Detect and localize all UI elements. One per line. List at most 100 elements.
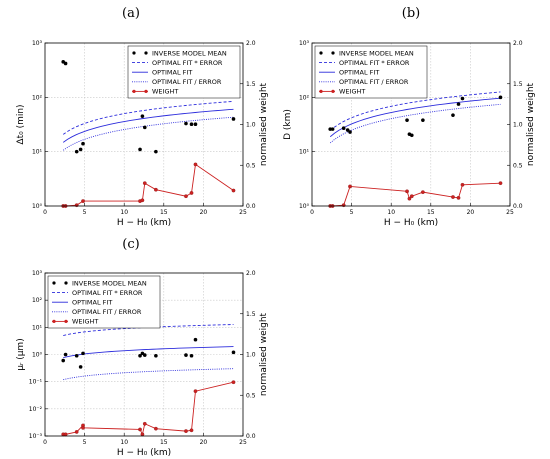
- data-point: [81, 351, 85, 356]
- legend-label: INVERSE MODEL MEAN: [152, 49, 227, 57]
- x-axis-label: H − H₀ (km): [384, 218, 438, 228]
- x-tick-label: 5: [83, 439, 87, 446]
- data-point: [81, 141, 85, 146]
- y2-tick-label: 2.0: [246, 270, 256, 277]
- chart-panel-3: (c) 0 5 10 15 20 25 10⁻³ 10⁻² 10⁻¹ 10⁰ 10¹ 10² 10³ 0.0…: [16, 237, 269, 458]
- optimal-fit-line: [62, 108, 234, 143]
- fit-times-error-line: [329, 91, 501, 131]
- legend-marker: [144, 89, 148, 93]
- legend-marker: [64, 319, 68, 323]
- y-tick-label: 10²: [32, 297, 43, 304]
- weight-point: [421, 190, 425, 194]
- legend-marker: [132, 89, 136, 93]
- fit-div-error-line: [62, 116, 234, 151]
- x-tick-label: 25: [506, 209, 514, 216]
- weight-point: [405, 189, 409, 194]
- weight-point: [348, 184, 352, 189]
- legend-marker: [331, 51, 335, 55]
- data-point: [184, 121, 188, 126]
- x-axis-label: H − H₀ (km): [117, 448, 171, 458]
- y-tick-label: 10²: [299, 94, 310, 101]
- data-point: [154, 353, 158, 358]
- x-tick-label: 20: [200, 209, 208, 216]
- data-point: [231, 350, 236, 355]
- data-point: [456, 102, 461, 106]
- y-tick-label: 10³: [32, 270, 43, 277]
- y-tick-label: 10⁻¹: [29, 379, 43, 386]
- data-point: [74, 353, 79, 358]
- data-point: [193, 122, 198, 127]
- x-tick-label: 5: [83, 209, 87, 216]
- weight-point: [498, 181, 503, 186]
- weight-point: [409, 194, 414, 199]
- data-point: [193, 337, 198, 342]
- x-tick-label: 0: [310, 209, 314, 216]
- panel-label: (b): [402, 6, 420, 21]
- fit-times-error-line: [62, 100, 234, 135]
- weight-point: [456, 196, 461, 200]
- legend-label: OPTIMAL FIT: [72, 299, 112, 307]
- weight-point: [140, 198, 145, 203]
- optimal-fit-line: [329, 97, 501, 138]
- data-point: [78, 365, 83, 369]
- data-point: [142, 353, 147, 357]
- legend-marker: [132, 51, 136, 55]
- x-tick-label: 10: [120, 439, 128, 446]
- x-tick-label: 15: [160, 209, 168, 216]
- legend-marker: [52, 319, 56, 323]
- legend-label: OPTIMAL FIT / ERROR: [152, 78, 222, 86]
- y2-tick-label: 0.0: [246, 433, 256, 440]
- legend-label: OPTIMAL FIT / ERROR: [72, 308, 142, 316]
- x-tick-label: 25: [239, 439, 247, 446]
- weight-line: [330, 182, 501, 207]
- data-point: [184, 353, 188, 357]
- data-point: [460, 96, 465, 101]
- data-point: [138, 353, 142, 358]
- data-point: [189, 353, 194, 358]
- x-tick-label: 0: [43, 439, 47, 446]
- data-point: [330, 127, 335, 131]
- weight-point: [189, 191, 194, 195]
- panel-label: (c): [122, 237, 139, 252]
- y-tick-label: 10¹: [32, 324, 43, 331]
- y2-axis-label: normalised weight: [526, 82, 536, 166]
- data-point: [74, 149, 79, 154]
- fit-div-error-line: [63, 368, 234, 381]
- y2-tick-label: 1.5: [513, 81, 523, 88]
- weight-point: [231, 380, 236, 385]
- legend-label: OPTIMAL FIT / ERROR: [339, 78, 409, 86]
- data-point: [341, 126, 346, 131]
- y2-axis-label: normalised weight: [259, 82, 269, 166]
- weight-point: [81, 425, 85, 430]
- legend-label: INVERSE MODEL MEAN: [339, 49, 414, 57]
- data-point: [78, 147, 83, 152]
- plot-frame: [44, 272, 244, 437]
- legend-marker: [319, 89, 323, 93]
- x-tick-label: 15: [427, 209, 435, 216]
- weight-point: [184, 429, 188, 433]
- y2-tick-label: 2.0: [513, 40, 523, 47]
- y-tick-label: 10⁻³: [29, 433, 43, 440]
- y-tick-label: 10²: [32, 94, 43, 101]
- legend-label: WEIGHT: [339, 88, 365, 96]
- weight-point: [189, 428, 194, 433]
- y2-tick-label: 0.0: [246, 203, 256, 210]
- data-point: [345, 128, 350, 132]
- weight-line: [63, 381, 234, 436]
- data-point: [498, 95, 503, 100]
- data-point: [61, 358, 66, 363]
- legend-label: INVERSE MODEL MEAN: [72, 279, 147, 287]
- legend-label: OPTIMAL FIT * ERROR: [339, 59, 410, 67]
- y-axis-label: D (km): [283, 109, 293, 140]
- legend-label: WEIGHT: [152, 88, 178, 96]
- x-tick-label: 10: [120, 209, 128, 216]
- y2-axis-label: normalised weight: [259, 312, 269, 396]
- y2-tick-label: 0.5: [246, 162, 256, 169]
- x-tick-label: 0: [43, 209, 47, 216]
- legend-label: OPTIMAL FIT: [339, 69, 379, 77]
- y-axis-label: μᵣ (μm): [16, 338, 26, 370]
- y2-tick-label: 0.5: [513, 162, 523, 169]
- data-point: [142, 125, 147, 130]
- data-point: [63, 61, 68, 66]
- y2-tick-label: 1.5: [246, 311, 256, 318]
